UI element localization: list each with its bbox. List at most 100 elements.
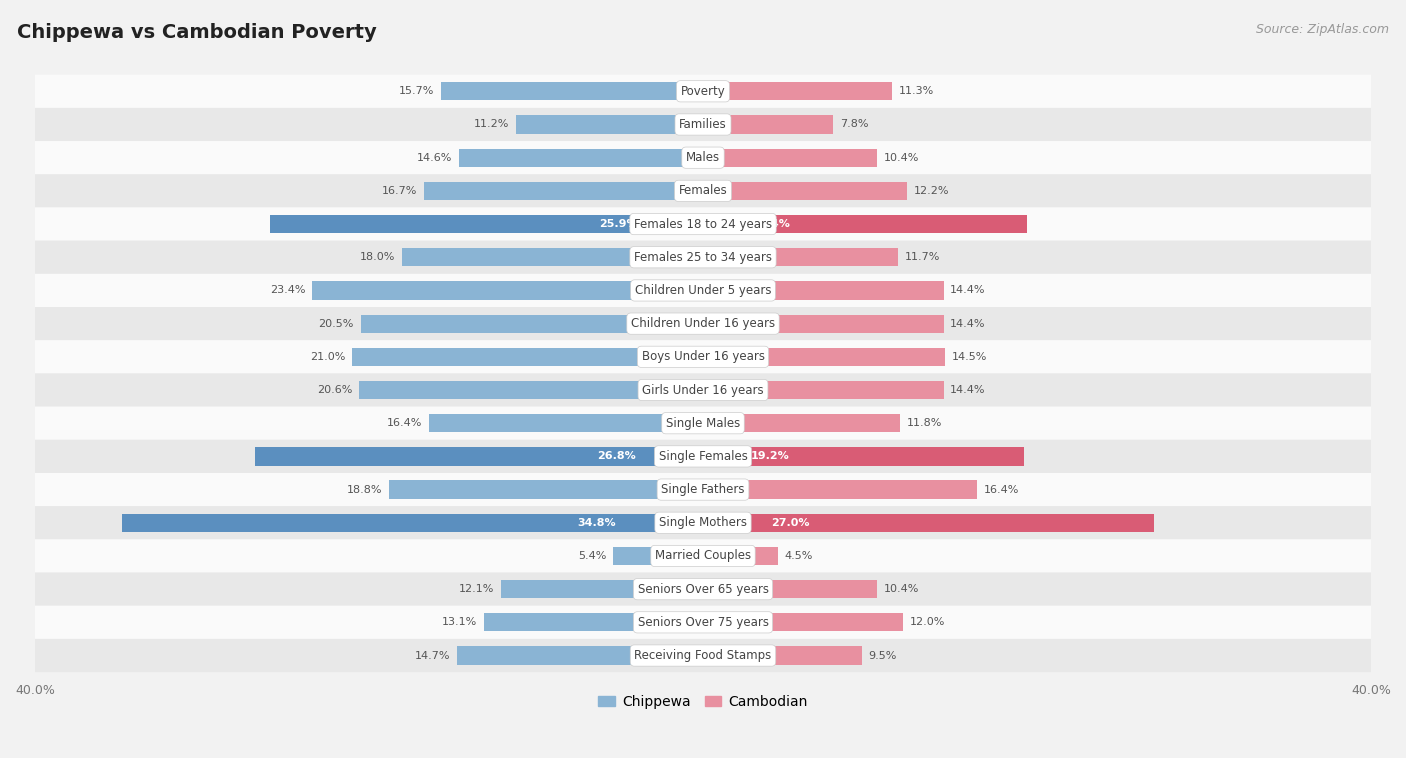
Text: 16.4%: 16.4% xyxy=(387,418,422,428)
Text: Single Mothers: Single Mothers xyxy=(659,516,747,529)
Bar xyxy=(353,348,703,366)
Text: 20.5%: 20.5% xyxy=(319,318,354,329)
FancyBboxPatch shape xyxy=(35,174,1371,208)
Text: Receiving Food Stamps: Receiving Food Stamps xyxy=(634,649,772,662)
Text: 19.2%: 19.2% xyxy=(751,452,790,462)
Bar xyxy=(484,613,703,631)
Bar xyxy=(501,580,703,598)
FancyBboxPatch shape xyxy=(35,208,1371,240)
Text: 14.4%: 14.4% xyxy=(950,385,986,395)
Text: Seniors Over 75 years: Seniors Over 75 years xyxy=(637,615,769,629)
Text: Children Under 16 years: Children Under 16 years xyxy=(631,317,775,330)
FancyBboxPatch shape xyxy=(35,440,1371,473)
Text: 25.9%: 25.9% xyxy=(599,219,638,229)
Text: 14.5%: 14.5% xyxy=(952,352,987,362)
Text: 12.0%: 12.0% xyxy=(910,617,945,628)
Bar xyxy=(402,248,703,266)
FancyBboxPatch shape xyxy=(35,374,1371,406)
Bar xyxy=(122,514,703,532)
Text: 14.4%: 14.4% xyxy=(950,318,986,329)
Text: 18.8%: 18.8% xyxy=(347,484,382,494)
Text: Single Females: Single Females xyxy=(658,450,748,463)
Text: 11.7%: 11.7% xyxy=(905,252,941,262)
Bar xyxy=(703,115,834,133)
Text: Single Males: Single Males xyxy=(666,417,740,430)
Text: 12.2%: 12.2% xyxy=(914,186,949,196)
Text: 11.8%: 11.8% xyxy=(907,418,942,428)
Bar xyxy=(703,381,943,399)
Bar xyxy=(359,381,703,399)
Text: Families: Families xyxy=(679,118,727,131)
Text: 18.0%: 18.0% xyxy=(360,252,395,262)
Text: Males: Males xyxy=(686,151,720,164)
Text: Females 18 to 24 years: Females 18 to 24 years xyxy=(634,218,772,230)
Bar xyxy=(703,547,778,565)
Text: Girls Under 16 years: Girls Under 16 years xyxy=(643,384,763,396)
FancyBboxPatch shape xyxy=(35,406,1371,440)
Bar xyxy=(703,182,907,200)
Bar xyxy=(703,315,943,333)
Text: 9.5%: 9.5% xyxy=(869,650,897,660)
Bar xyxy=(256,447,703,465)
Text: Boys Under 16 years: Boys Under 16 years xyxy=(641,350,765,363)
Text: 23.4%: 23.4% xyxy=(270,286,305,296)
Bar xyxy=(703,514,1154,532)
FancyBboxPatch shape xyxy=(35,307,1371,340)
Bar xyxy=(703,647,862,665)
Bar xyxy=(703,447,1024,465)
FancyBboxPatch shape xyxy=(35,506,1371,540)
Text: Seniors Over 65 years: Seniors Over 65 years xyxy=(637,583,769,596)
Bar xyxy=(429,414,703,432)
Bar xyxy=(703,215,1026,233)
FancyBboxPatch shape xyxy=(35,572,1371,606)
Text: Females: Females xyxy=(679,184,727,197)
Text: 15.7%: 15.7% xyxy=(399,86,434,96)
Text: 21.0%: 21.0% xyxy=(311,352,346,362)
Legend: Chippewa, Cambodian: Chippewa, Cambodian xyxy=(593,690,813,715)
Bar xyxy=(425,182,703,200)
FancyBboxPatch shape xyxy=(35,340,1371,374)
Bar xyxy=(360,315,703,333)
Bar xyxy=(703,613,904,631)
Text: Females 25 to 34 years: Females 25 to 34 years xyxy=(634,251,772,264)
Text: 5.4%: 5.4% xyxy=(578,551,606,561)
Text: Source: ZipAtlas.com: Source: ZipAtlas.com xyxy=(1256,23,1389,36)
Bar xyxy=(460,149,703,167)
Text: 26.8%: 26.8% xyxy=(598,452,636,462)
Text: 13.1%: 13.1% xyxy=(443,617,478,628)
Bar xyxy=(516,115,703,133)
Bar xyxy=(389,481,703,499)
FancyBboxPatch shape xyxy=(35,141,1371,174)
Text: 19.4%: 19.4% xyxy=(752,219,790,229)
Text: Poverty: Poverty xyxy=(681,85,725,98)
Bar xyxy=(457,647,703,665)
Text: 20.6%: 20.6% xyxy=(316,385,353,395)
Bar xyxy=(441,82,703,100)
Text: Single Fathers: Single Fathers xyxy=(661,483,745,496)
FancyBboxPatch shape xyxy=(35,274,1371,307)
Text: 11.3%: 11.3% xyxy=(898,86,934,96)
Bar xyxy=(703,248,898,266)
Text: 34.8%: 34.8% xyxy=(578,518,616,528)
Text: Married Couples: Married Couples xyxy=(655,550,751,562)
FancyBboxPatch shape xyxy=(35,606,1371,639)
Bar xyxy=(703,82,891,100)
Text: 7.8%: 7.8% xyxy=(839,120,869,130)
Text: 10.4%: 10.4% xyxy=(883,584,918,594)
Text: 27.0%: 27.0% xyxy=(770,518,808,528)
Text: 14.7%: 14.7% xyxy=(415,650,451,660)
FancyBboxPatch shape xyxy=(35,473,1371,506)
Bar xyxy=(703,348,945,366)
Text: 4.5%: 4.5% xyxy=(785,551,813,561)
FancyBboxPatch shape xyxy=(35,108,1371,141)
FancyBboxPatch shape xyxy=(35,639,1371,672)
Text: 12.1%: 12.1% xyxy=(458,584,495,594)
Text: 10.4%: 10.4% xyxy=(883,152,918,163)
Bar xyxy=(703,481,977,499)
Bar xyxy=(312,281,703,299)
Text: 11.2%: 11.2% xyxy=(474,120,509,130)
Text: 16.4%: 16.4% xyxy=(984,484,1019,494)
Bar xyxy=(613,547,703,565)
Text: 16.7%: 16.7% xyxy=(382,186,418,196)
Text: 14.4%: 14.4% xyxy=(950,286,986,296)
